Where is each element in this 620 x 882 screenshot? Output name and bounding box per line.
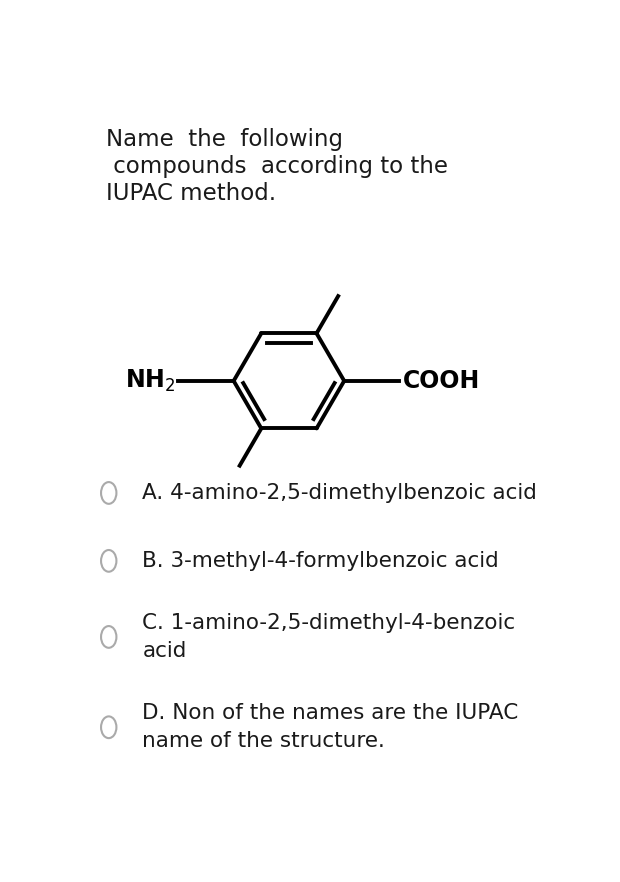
Text: Name  the  following: Name the following	[107, 128, 343, 151]
Text: NH$_2$: NH$_2$	[125, 368, 175, 394]
Text: IUPAC method.: IUPAC method.	[107, 182, 277, 205]
Text: A. 4-amino-2,5-dimethylbenzoic acid: A. 4-amino-2,5-dimethylbenzoic acid	[143, 483, 538, 503]
Text: B. 3-methyl-4-formylbenzoic acid: B. 3-methyl-4-formylbenzoic acid	[143, 551, 499, 571]
Text: D. Non of the names are the IUPAC
name of the structure.: D. Non of the names are the IUPAC name o…	[143, 703, 518, 751]
Text: C. 1-amino-2,5-dimethyl-4-benzoic
acid: C. 1-amino-2,5-dimethyl-4-benzoic acid	[143, 613, 515, 661]
Text: COOH: COOH	[403, 369, 480, 392]
Text: compounds  according to the: compounds according to the	[107, 154, 448, 178]
